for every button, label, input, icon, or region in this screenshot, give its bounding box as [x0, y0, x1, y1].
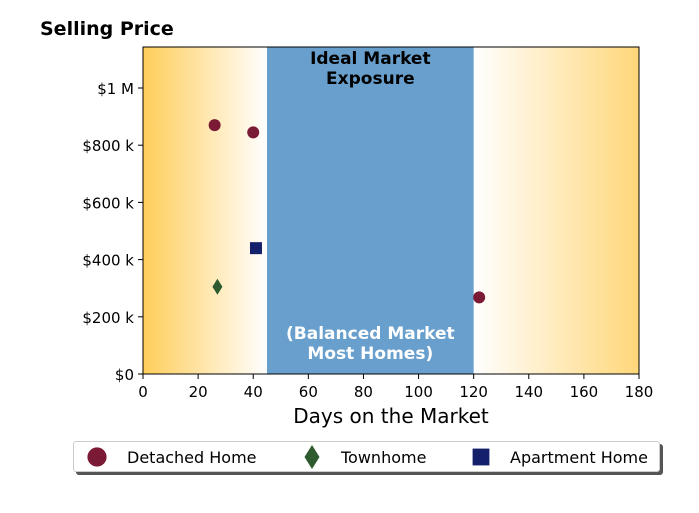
band-label-top: Exposure — [326, 69, 415, 89]
x-tick-label: 140 — [514, 383, 543, 401]
legend-label: Townhome — [340, 448, 426, 467]
right-gradient-zone — [473, 47, 639, 374]
data-point — [473, 291, 486, 304]
band-label-bottom: Most Homes) — [307, 344, 433, 364]
y-tick-label: $400 k — [82, 252, 134, 270]
y-tick-label: $200 k — [82, 309, 134, 327]
legend-marker — [472, 448, 490, 466]
plot-frame — [142, 46, 640, 375]
axes — [142, 46, 640, 375]
band-label-bottom: (Balanced Market — [286, 324, 455, 344]
data-points — [208, 119, 486, 304]
x-tick-label: 100 — [404, 383, 433, 401]
x-tick-label: 60 — [299, 383, 318, 401]
x-tick-label: 160 — [570, 383, 599, 401]
x-tick-label: 120 — [459, 383, 488, 401]
y-tick-label: $0 — [115, 366, 134, 384]
data-point — [249, 242, 262, 255]
plot-background — [143, 47, 639, 374]
y-tick-label: $800 k — [82, 137, 134, 155]
data-point — [208, 119, 221, 132]
left-gradient-zone — [143, 47, 267, 374]
y-tick-label: $600 k — [82, 194, 134, 212]
y-tick-label: $1 M — [97, 80, 134, 98]
x-axis-label: Days on the Market — [293, 404, 489, 428]
y-axis-ticks: $0 $200 k $400 k $600 k $800 k $1 M — [82, 80, 143, 384]
x-axis-ticks: 0 20 40 60 80 100 120 140 160 180 — [138, 374, 653, 401]
x-tick-label: 20 — [189, 383, 208, 401]
x-tick-label: 40 — [244, 383, 263, 401]
chart-legend: Detached Home Townhome Apartment Home — [73, 441, 660, 472]
chart-title: Selling Price — [40, 18, 174, 40]
band-label-top: Ideal Market — [310, 49, 431, 69]
x-tick-label: 180 — [625, 383, 654, 401]
data-point — [212, 278, 223, 295]
legend-label: Detached Home — [127, 448, 257, 467]
ideal-band — [267, 47, 474, 374]
legend-marker — [87, 447, 107, 467]
x-tick-label: 80 — [354, 383, 373, 401]
data-point — [247, 126, 260, 139]
legend-marker — [304, 445, 320, 469]
legend-label: Apartment Home — [510, 448, 648, 467]
x-tick-label: 0 — [138, 383, 148, 401]
